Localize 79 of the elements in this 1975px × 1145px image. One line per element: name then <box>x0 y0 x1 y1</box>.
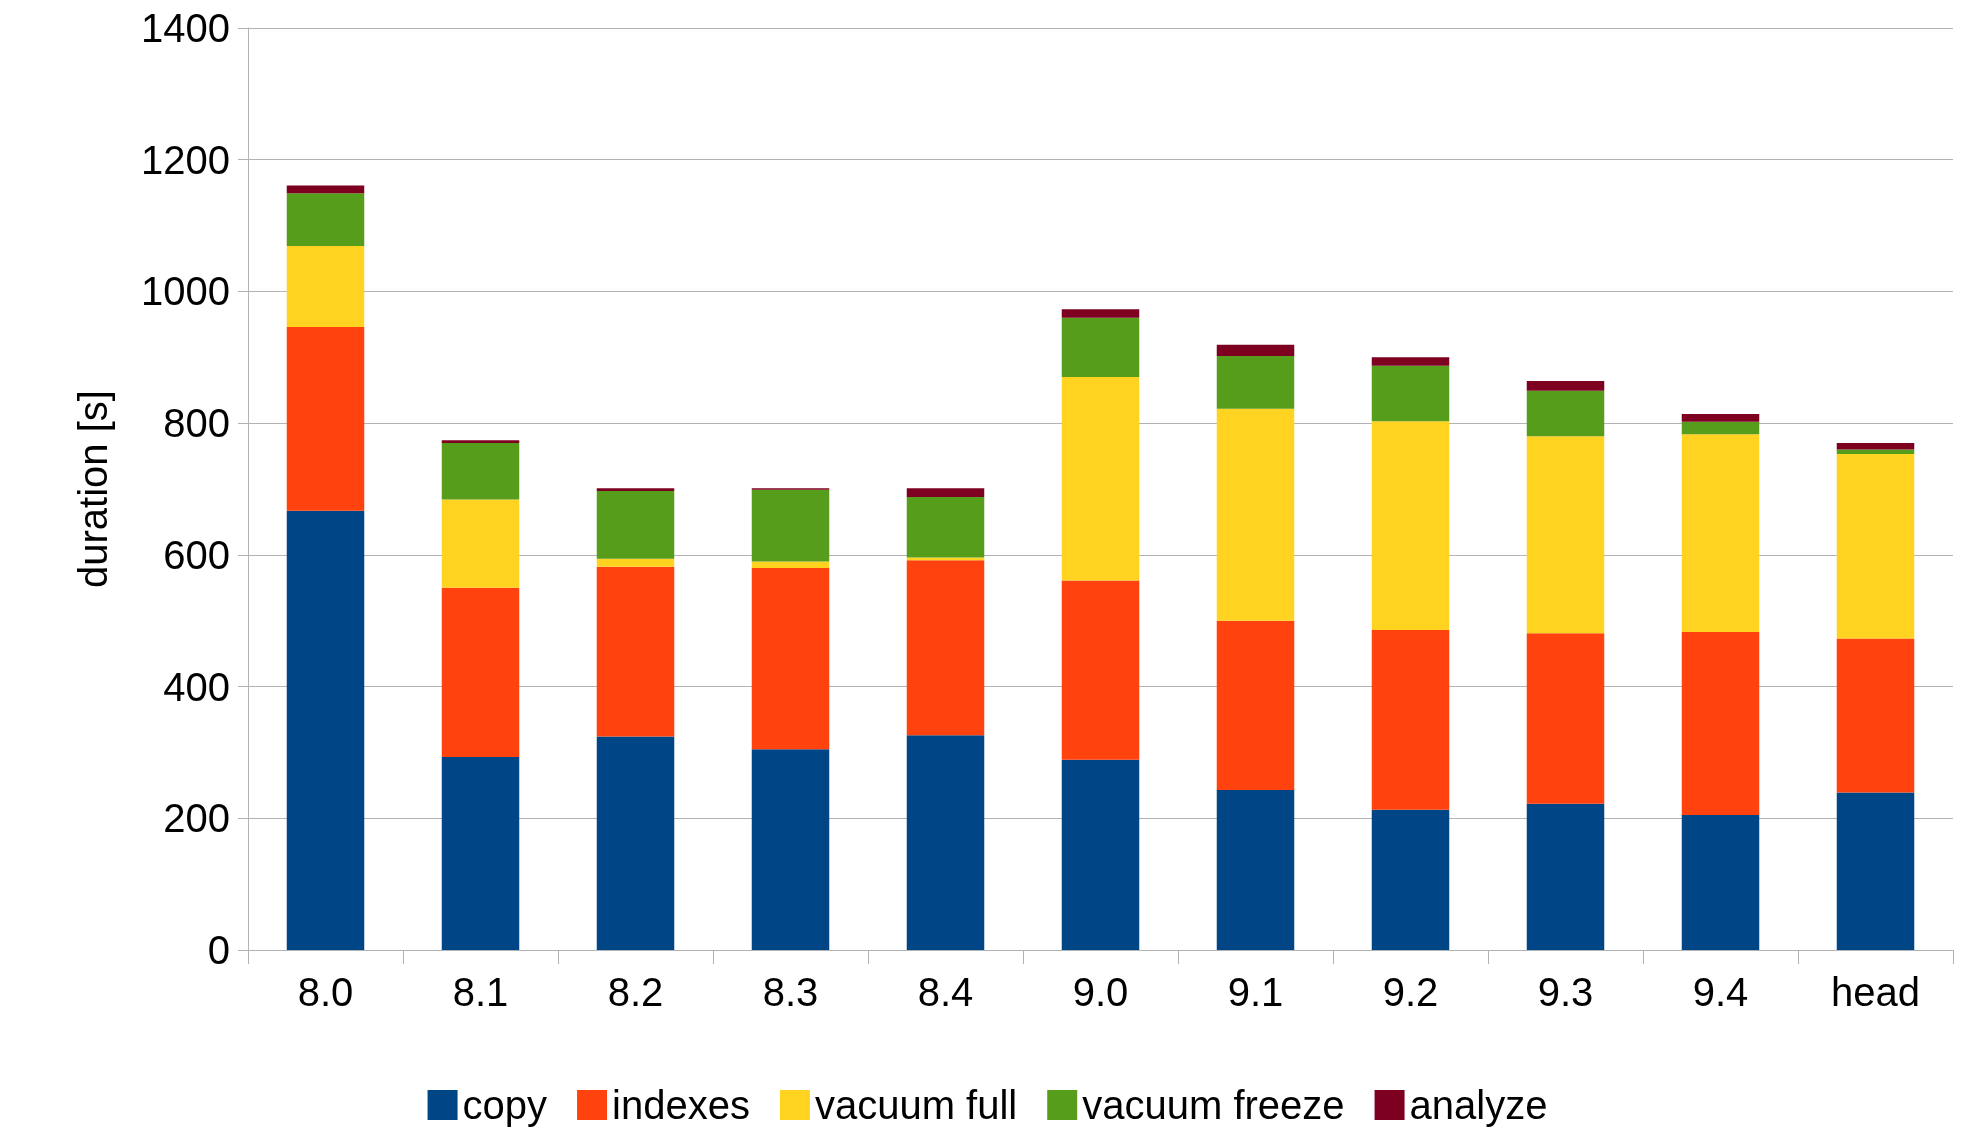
bar <box>441 757 520 950</box>
bar <box>1681 413 1760 422</box>
bar <box>596 488 675 491</box>
bar <box>286 245 365 327</box>
bar <box>441 587 520 758</box>
x-tick-label: head <box>1831 970 1920 1014</box>
bar <box>1371 421 1450 630</box>
x-tick-label: 9.4 <box>1692 970 1749 1014</box>
bar <box>906 496 985 558</box>
bar <box>1836 792 1915 950</box>
bar <box>596 490 675 559</box>
y-tick-label: 200 <box>163 796 230 841</box>
y-tick-label: 400 <box>163 664 230 709</box>
bar <box>1216 408 1295 621</box>
x-tick-label: 8.3 <box>762 970 819 1014</box>
y-tick-label: 800 <box>163 401 230 446</box>
y-tick-label: 1000 <box>141 269 230 314</box>
x-tick-label: 9.2 <box>1382 970 1439 1014</box>
x-tick-label: 9.1 <box>1227 970 1284 1014</box>
bar <box>1526 803 1605 950</box>
bar <box>1836 442 1915 450</box>
bar <box>1061 309 1140 318</box>
bar <box>441 499 520 588</box>
y-tick-label: 600 <box>163 532 230 577</box>
x-tick-label: 9.3 <box>1537 970 1594 1014</box>
y-tick-label: 1200 <box>141 137 230 182</box>
bar <box>286 193 365 246</box>
bar <box>1216 789 1295 950</box>
bar <box>1371 629 1450 810</box>
bar <box>751 489 830 562</box>
y-axis-title: duration [s] <box>71 390 115 588</box>
bar <box>441 440 520 443</box>
legend-label: copy <box>462 1083 548 1127</box>
bar <box>1681 814 1760 950</box>
bar <box>1526 436 1605 634</box>
legend-label: vacuum full <box>814 1083 1018 1127</box>
bar <box>1836 454 1915 639</box>
bar <box>1526 380 1605 391</box>
legend-label: vacuum freeze <box>1082 1083 1345 1127</box>
x-tick-label: 8.4 <box>917 970 974 1014</box>
bar <box>596 736 675 950</box>
bar <box>751 561 830 569</box>
legend-label: analyze <box>1409 1083 1548 1127</box>
bar <box>751 749 830 950</box>
bar <box>1681 421 1760 435</box>
bar <box>1216 355 1295 409</box>
x-tick-label: 8.1 <box>452 970 509 1014</box>
x-tick-label: 8.2 <box>607 970 664 1014</box>
bar <box>1371 809 1450 950</box>
bar <box>906 560 985 736</box>
bar <box>286 510 365 950</box>
bar <box>1836 449 1915 455</box>
bar <box>1836 638 1915 793</box>
y-tick-label: 1400 <box>141 6 230 50</box>
bar <box>441 442 520 500</box>
bar <box>1371 357 1450 366</box>
y-tick-label: 0 <box>207 928 230 972</box>
bar <box>596 558 675 567</box>
bar <box>906 557 985 561</box>
bar <box>1371 365 1450 422</box>
bar <box>1216 344 1295 356</box>
bar <box>751 568 830 750</box>
bar <box>906 735 985 950</box>
x-tick-label: 9.0 <box>1072 970 1129 1014</box>
bar <box>1061 377 1140 581</box>
legend-label: indexes <box>612 1083 750 1127</box>
bar <box>1526 390 1605 437</box>
bar <box>1061 759 1140 950</box>
bar <box>1681 631 1760 815</box>
bar <box>1681 434 1760 632</box>
bar <box>1526 633 1605 804</box>
x-tick-label: 8.0 <box>297 970 354 1014</box>
bar <box>286 326 365 511</box>
bar <box>1216 620 1295 790</box>
bar <box>906 488 985 497</box>
bar <box>1061 317 1140 378</box>
bar <box>1061 580 1140 760</box>
bar <box>596 566 675 737</box>
bar <box>286 185 365 194</box>
